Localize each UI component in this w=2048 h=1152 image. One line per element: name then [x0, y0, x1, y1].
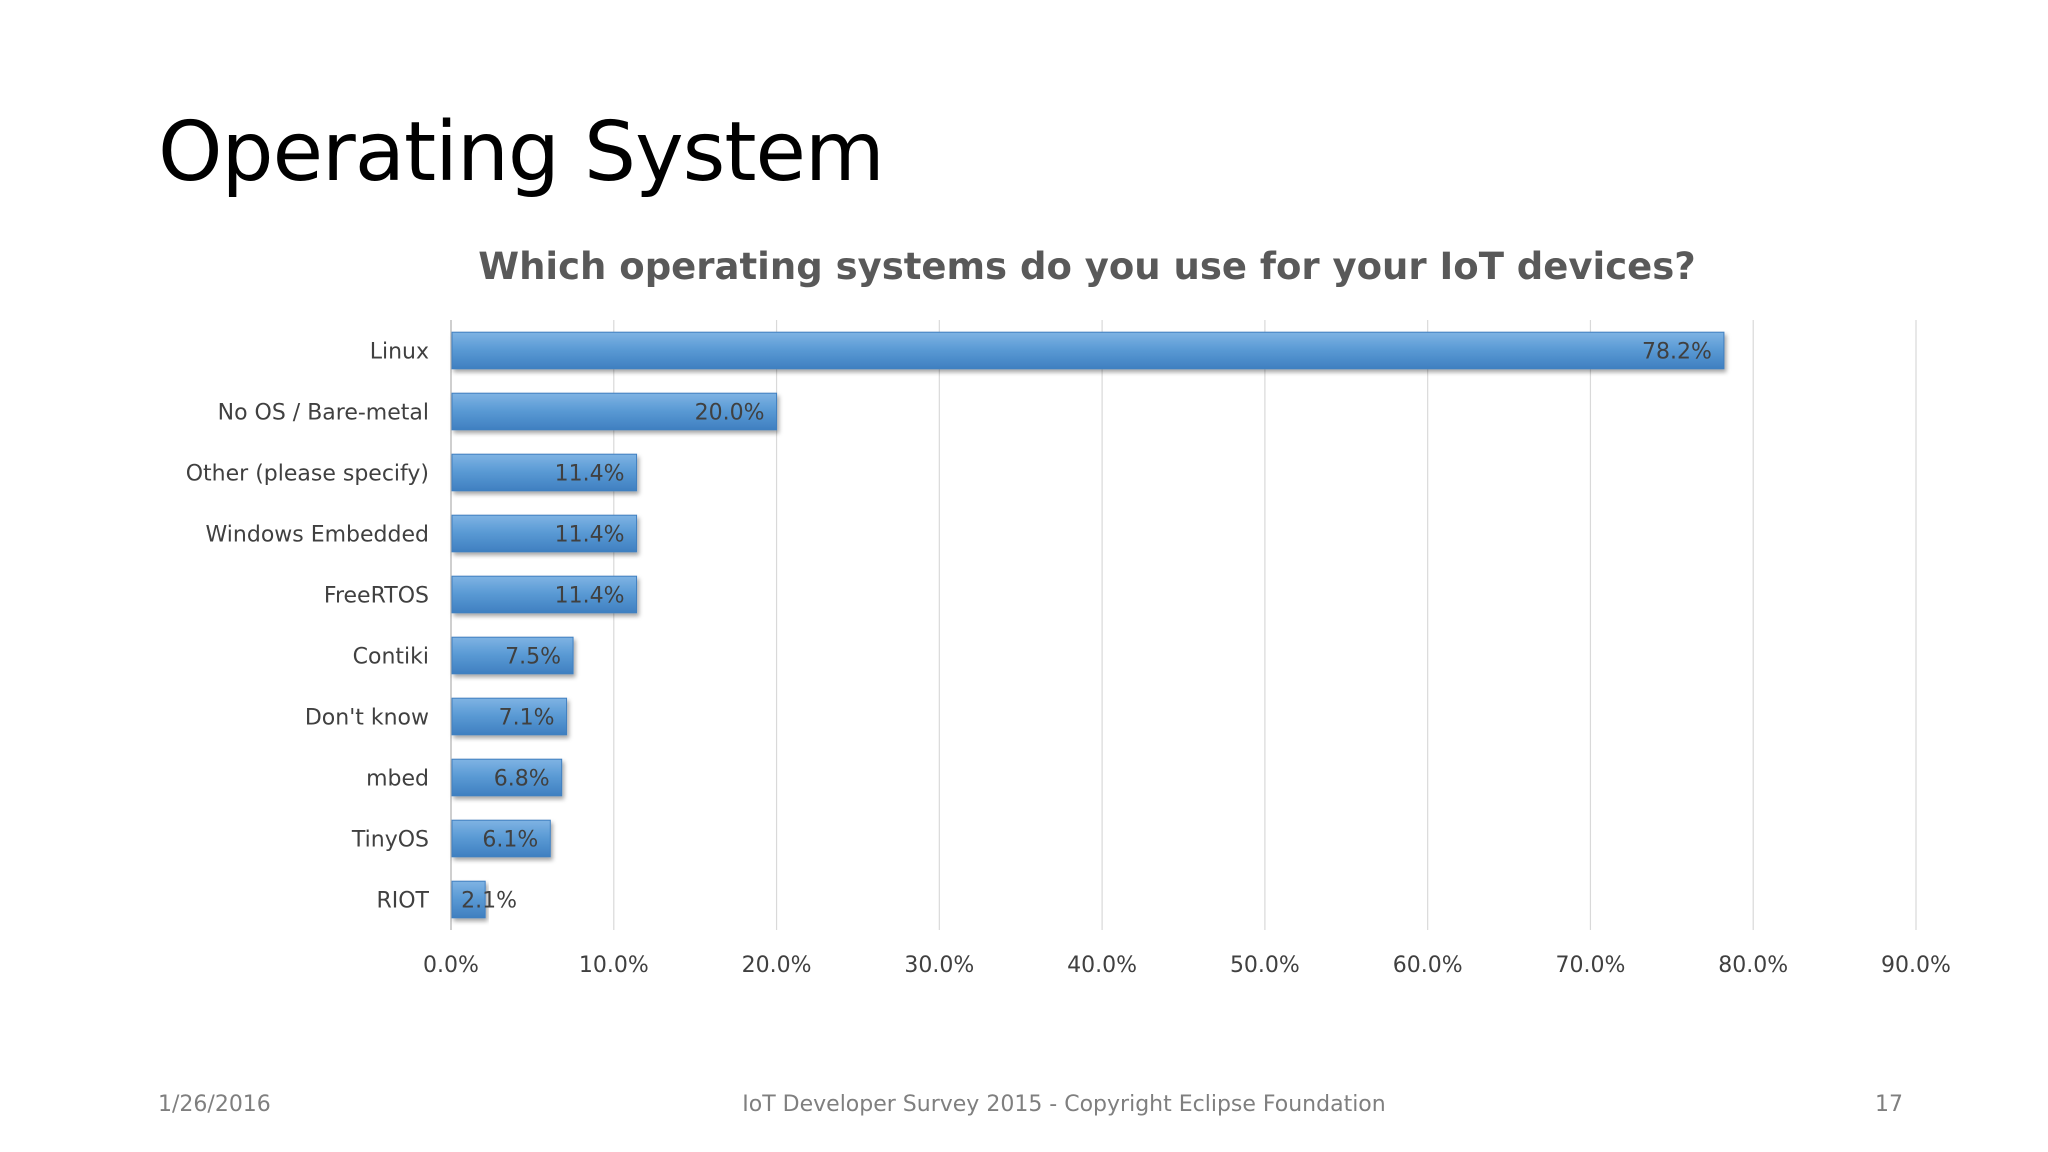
- x-tick-label: 10.0%: [579, 953, 649, 978]
- bar: [451, 453, 638, 492]
- bar: [451, 331, 1725, 370]
- slide-title: Operating System: [158, 105, 885, 200]
- category-label: RIOT: [376, 889, 429, 914]
- category-label: Contiki: [353, 645, 429, 670]
- data-label: 11.4%: [555, 584, 625, 609]
- x-tick-label: 80.0%: [1718, 953, 1788, 978]
- bar: [451, 514, 638, 553]
- page-number: 17: [1875, 1092, 1903, 1117]
- x-tick-label: 0.0%: [423, 953, 479, 978]
- chart-title: Which operating systems do you use for y…: [478, 245, 1695, 288]
- category-label: Windows Embedded: [206, 523, 429, 548]
- category-labels: Linux No OS / Bare-metal Other (please spe…: [186, 340, 430, 914]
- x-tick-label: 30.0%: [904, 953, 974, 978]
- bar: [451, 758, 563, 797]
- bar: [451, 819, 551, 858]
- data-label: 7.1%: [499, 706, 555, 731]
- footer-title: IoT Developer Survey 2015 - Copyright Ec…: [742, 1092, 1386, 1117]
- category-label: Linux: [370, 340, 429, 365]
- category-label: Don't know: [305, 706, 429, 731]
- data-label: 7.5%: [505, 645, 561, 670]
- data-label: 6.8%: [494, 767, 550, 792]
- x-tick-label: 20.0%: [742, 953, 812, 978]
- data-label: 11.4%: [555, 462, 625, 487]
- x-tick-label: 60.0%: [1393, 953, 1463, 978]
- category-label: mbed: [366, 767, 429, 792]
- data-label: 20.0%: [695, 401, 765, 426]
- category-label: TinyOS: [351, 828, 429, 853]
- category-label: Other (please specify): [186, 462, 429, 487]
- category-label: FreeRTOS: [324, 584, 429, 609]
- bar: [451, 575, 638, 614]
- category-label: No OS / Bare-metal: [218, 401, 429, 426]
- data-label: 78.2%: [1642, 340, 1712, 365]
- footer-date: 1/26/2016: [158, 1092, 271, 1117]
- bars: [451, 331, 1725, 919]
- bar: [451, 697, 568, 736]
- value-labels: 78.2% 20.0% 11.4% 11.4% 11.4% 7.5% 7.1% 6.8% 6.1…: [461, 340, 1712, 914]
- x-axis: 0.0% 10.0% 20.0% 30.0% 40.0% 50.0% 60.0% 70.0% 8…: [423, 953, 1951, 978]
- bar: [451, 392, 778, 431]
- x-tick-label: 50.0%: [1230, 953, 1300, 978]
- data-label: 11.4%: [555, 523, 625, 548]
- data-label: 2.1%: [461, 889, 517, 914]
- x-tick-label: 40.0%: [1067, 953, 1137, 978]
- bar: [451, 636, 574, 675]
- x-tick-label: 90.0%: [1881, 953, 1951, 978]
- bar: [451, 880, 486, 919]
- data-label: 6.1%: [482, 828, 538, 853]
- x-tick-label: 70.0%: [1555, 953, 1625, 978]
